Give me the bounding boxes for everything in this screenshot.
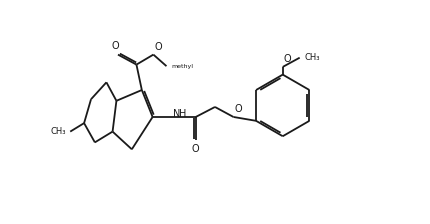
Text: O: O xyxy=(234,104,242,114)
Text: methyl: methyl xyxy=(172,65,194,69)
Text: O: O xyxy=(283,54,291,64)
Text: CH₃: CH₃ xyxy=(304,53,320,62)
Text: H: H xyxy=(179,109,186,119)
Text: O: O xyxy=(192,144,200,154)
Text: O: O xyxy=(154,41,162,52)
Text: N: N xyxy=(173,109,181,119)
Text: CH₃: CH₃ xyxy=(50,127,66,136)
Text: O: O xyxy=(112,41,120,51)
